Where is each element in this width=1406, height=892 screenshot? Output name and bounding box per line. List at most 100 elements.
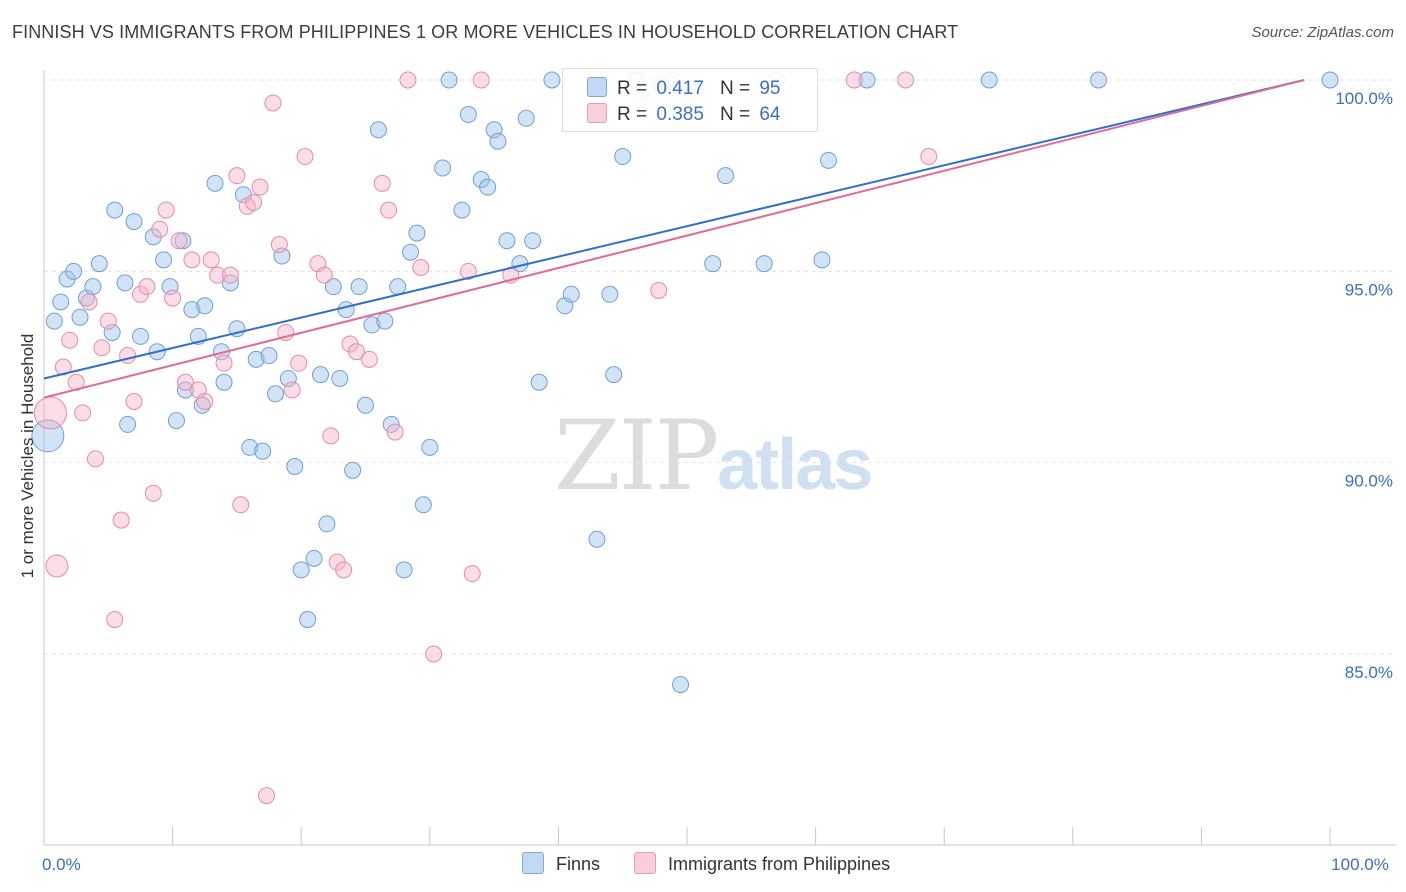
finns-point xyxy=(292,561,310,579)
philippines-point xyxy=(459,262,477,280)
philippines-point xyxy=(157,201,175,219)
philippines-point xyxy=(347,343,365,361)
finns-point xyxy=(305,549,323,567)
finns-point xyxy=(453,201,471,219)
philippines-point xyxy=(93,339,111,357)
philippines-point xyxy=(125,392,143,410)
philippines-point xyxy=(33,396,67,430)
philippines-point xyxy=(335,561,353,579)
philippines-point xyxy=(202,251,220,269)
philippines-point xyxy=(176,373,194,391)
finns-point xyxy=(485,121,503,139)
finns-point xyxy=(434,159,452,177)
finns-point xyxy=(408,224,426,242)
watermark: ZIPatlas xyxy=(554,400,873,512)
finns-point xyxy=(103,324,121,342)
finns-point xyxy=(376,312,394,330)
legend-swatch-philippines xyxy=(587,103,607,123)
y-tick-label: 95.0% xyxy=(1345,280,1393,299)
philippines-point xyxy=(380,201,398,219)
watermark-zip: ZIP xyxy=(554,400,719,512)
finns-point xyxy=(543,71,561,89)
legend-r-label: R = xyxy=(617,78,648,99)
legend-r-value: 0.417 xyxy=(656,78,704,99)
finns-point xyxy=(980,71,998,89)
philippines-point xyxy=(373,174,391,192)
finns-point xyxy=(254,442,272,460)
finns-point xyxy=(562,285,580,303)
finns-point xyxy=(90,255,108,273)
finns-point xyxy=(206,174,224,192)
philippines-point xyxy=(386,423,404,441)
finns-point xyxy=(489,132,507,150)
finns-point xyxy=(84,278,102,296)
finns-point xyxy=(116,274,134,292)
finns-point xyxy=(1321,71,1339,89)
legend-item-philippines[interactable]: Immigrants from Philippines xyxy=(634,852,890,875)
philippines-point xyxy=(270,236,288,254)
finns-point xyxy=(324,278,342,296)
finns-point xyxy=(819,151,837,169)
legend-row-philippines: R = 0.385 N = 64 xyxy=(587,103,780,127)
y-tick-label: 85.0% xyxy=(1345,663,1393,682)
finns-point xyxy=(71,308,89,326)
philippines-point xyxy=(257,787,275,805)
philippines-point xyxy=(74,404,92,422)
philippines-point xyxy=(399,71,417,89)
finns-point xyxy=(389,278,407,296)
legend-n-label: N = xyxy=(719,104,751,125)
x-tick-label: 0.0% xyxy=(42,855,81,874)
finns-point xyxy=(421,438,439,456)
watermark-atlas: atlas xyxy=(717,425,873,505)
legend-n-value: 95 xyxy=(759,78,781,99)
philippines-point xyxy=(463,565,481,583)
finns-point xyxy=(369,121,387,139)
legend-row-finns: R = 0.417 N = 95 xyxy=(587,77,780,101)
finns-point xyxy=(605,366,623,384)
finns-point xyxy=(344,461,362,479)
philippines-point xyxy=(54,358,72,376)
x-tick-label: 100.0% xyxy=(1331,855,1389,874)
philippines-point xyxy=(86,450,104,468)
philippines-point xyxy=(228,167,246,185)
finns-point xyxy=(614,148,632,166)
finns-point xyxy=(106,201,124,219)
finns-point xyxy=(196,297,214,315)
philippines-point xyxy=(360,350,378,368)
finns-point xyxy=(402,243,420,261)
finns-point xyxy=(858,71,876,89)
philippines-point xyxy=(45,554,69,578)
legend-item-finns[interactable]: Finns xyxy=(522,852,600,875)
philippines-point xyxy=(209,266,227,284)
philippines-point xyxy=(106,611,124,629)
finns-point xyxy=(174,232,192,250)
philippines-point xyxy=(251,178,269,196)
finns-point xyxy=(459,105,477,123)
finns-point xyxy=(395,561,413,579)
finns-point xyxy=(517,109,535,127)
finns-point xyxy=(704,255,722,273)
finns-point xyxy=(479,178,497,196)
finns-point xyxy=(299,611,317,629)
finns-point xyxy=(286,457,304,475)
finns-trend-line xyxy=(43,79,1305,380)
philippines-point xyxy=(296,148,314,166)
finns-point xyxy=(363,316,381,334)
philippines-point xyxy=(196,392,214,410)
finns-point xyxy=(672,676,690,694)
philippines-point xyxy=(650,281,668,299)
legend-label-philippines: Immigrants from Philippines xyxy=(668,854,891,874)
finns-point xyxy=(350,278,368,296)
philippines-point xyxy=(183,251,201,269)
finns-point xyxy=(331,369,349,387)
finns-point xyxy=(524,232,542,250)
source-label[interactable]: Source: ZipAtlas.com xyxy=(1251,24,1394,41)
finns-point xyxy=(414,496,432,514)
philippines-point xyxy=(897,71,915,89)
finns-point xyxy=(167,412,185,430)
philippines-point xyxy=(170,232,188,250)
philippines-point xyxy=(283,381,301,399)
finns-point xyxy=(65,262,83,280)
philippines-point xyxy=(315,266,333,284)
